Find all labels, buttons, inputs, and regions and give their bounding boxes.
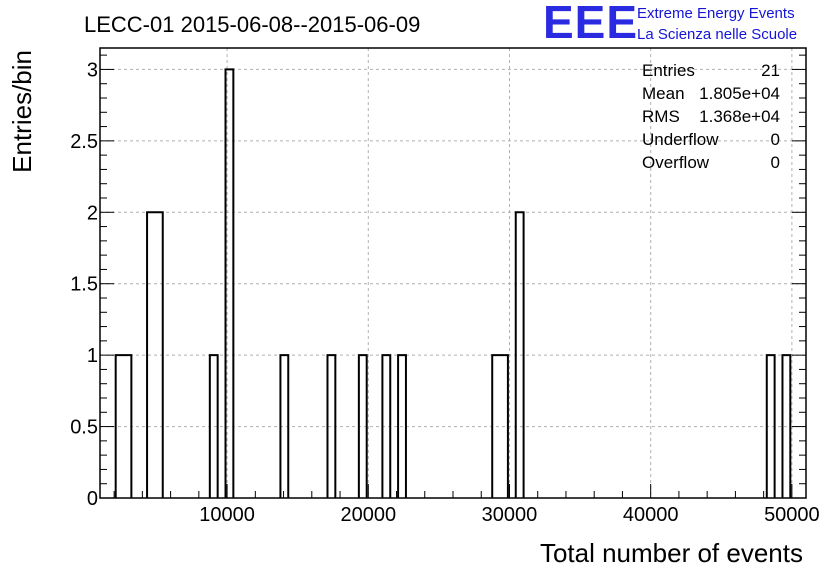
logo-line-1: Extreme Energy Events <box>637 5 795 22</box>
y-tick-label-3: 1.5 <box>70 274 98 296</box>
x-tick-label-3: 40000 <box>623 504 679 526</box>
eee-logo-mark: EEE <box>543 0 638 48</box>
chart-title: LECC-01 2015-06-08--2015-06-09 <box>84 12 420 37</box>
stats-label-underflow: Underflow <box>642 130 719 149</box>
histogram-bar-8 <box>397 354 407 498</box>
grid <box>100 48 806 498</box>
stats-value-mean: 1.805e+04 <box>699 84 780 103</box>
histogram-bar-10 <box>514 211 525 498</box>
stats-value-entries: 21 <box>761 61 780 80</box>
y-tick-label-6: 3 <box>87 59 98 81</box>
histogram-bar-6 <box>357 354 368 498</box>
x-tick-label-2: 30000 <box>482 504 538 526</box>
histogram-bar-5 <box>326 354 337 498</box>
eee-logo: EEE Extreme Energy Events La Scienza nel… <box>543 0 797 48</box>
y-axis-label: Entries/bin <box>7 50 37 173</box>
x-tick-label-1: 20000 <box>340 504 396 526</box>
histogram-bar-12 <box>781 354 792 498</box>
y-tick-label-0: 0 <box>87 488 98 510</box>
stats-value-rms: 1.368e+04 <box>699 107 780 126</box>
y-tick-label-5: 2.5 <box>70 131 98 153</box>
logo-line-2: La Scienza nelle Scuole <box>637 26 797 43</box>
histogram-bars <box>114 68 792 498</box>
histogram-bar-0 <box>114 354 133 498</box>
histogram-bar-3 <box>224 68 235 498</box>
stats-value-underflow: 0 <box>771 130 780 149</box>
stats-value-overflow: 0 <box>771 153 780 172</box>
x-tick-label-0: 10000 <box>199 504 255 526</box>
y-tick-label-4: 2 <box>87 202 98 224</box>
histogram-bar-11 <box>765 354 776 498</box>
x-axis-label: Total number of events <box>540 538 803 568</box>
histogram-bar-7 <box>381 354 392 498</box>
histogram-bar-2 <box>208 354 219 498</box>
histogram-bar-1 <box>146 211 164 498</box>
stats-box: Entries 21 Mean 1.805e+04 RMS 1.368e+04 Underf… <box>642 61 780 172</box>
axis-ticks: 10000 20000 30000 40000 50000 0 0.5 1 1.5 2 2.5 3 <box>70 54 820 526</box>
x-tick-label-4: 50000 <box>764 504 820 526</box>
y-tick-label-1: 0.5 <box>70 417 98 439</box>
histogram-bar-9 <box>491 354 509 498</box>
stats-label-overflow: Overflow <box>642 153 710 172</box>
stats-label-mean: Mean <box>642 84 685 103</box>
y-tick-label-2: 1 <box>87 345 98 367</box>
stats-label-entries: Entries <box>642 61 695 80</box>
stats-label-rms: RMS <box>642 107 680 126</box>
histogram-bar-4 <box>279 354 290 498</box>
